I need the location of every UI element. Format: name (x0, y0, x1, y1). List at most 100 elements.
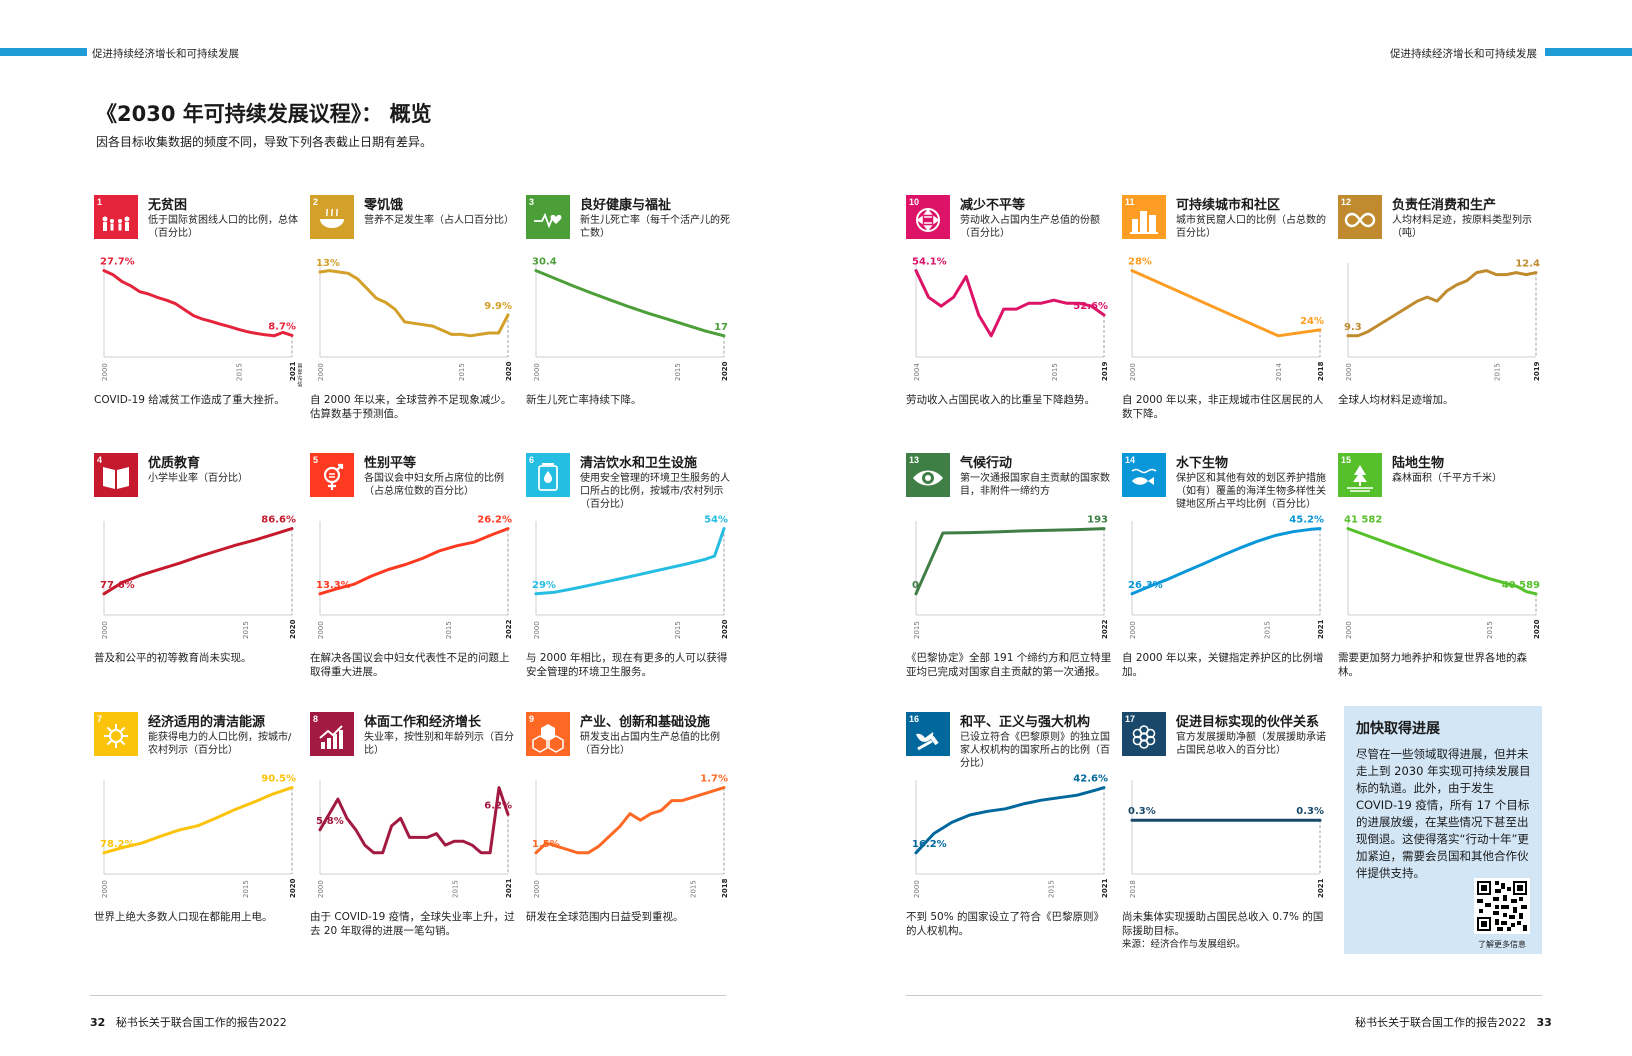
line-chart-goal-17: 0.3% 0.3% 2018 2021 (1128, 780, 1325, 898)
partnership-flower-icon: 17 (1122, 712, 1166, 756)
series-line (1346, 269, 1538, 338)
end-data-label: 42.6% (1073, 774, 1108, 785)
series-line (318, 786, 510, 855)
end-data-label: 45.2% (1289, 515, 1324, 526)
goal-caption: 自 2000 年以来，全球营养不足现象减少。估算数基于预测值。 (310, 393, 516, 421)
goal-indicator-description: 小学毕业率（百分比） (148, 473, 248, 484)
line-chart-goal-8: 5.8% 6.2% 2000 2015 2021 (316, 780, 513, 898)
goal-indicator-description: 失业率，按性别和年龄列示（百分比） (364, 732, 514, 756)
end-data-label: 12.4 (1515, 259, 1540, 270)
x-end-tick-label: 2019 (1533, 361, 1541, 381)
goal-title: 可持续城市和社区 (1176, 198, 1281, 213)
series-line (318, 269, 510, 338)
goal-number: 9 (529, 714, 535, 724)
x-tick-label: 2018 (1129, 880, 1137, 898)
x-tick-label: 2000 (1129, 621, 1137, 639)
x-end-tick-label: 2021 (505, 878, 513, 898)
line-chart-goal-12: 9.3 12.4 2000 2015 2019 (1344, 259, 1541, 381)
end-data-label: 17 (714, 322, 728, 333)
gender-equality-icon: 5 (310, 453, 354, 497)
end-data-label: 52.6% (1073, 301, 1108, 312)
dove-gavel-icon: 16 (906, 712, 950, 756)
x-tick-label: 2015 (235, 363, 243, 381)
goal-title: 促进目标实现的伙伴关系 (1176, 715, 1320, 730)
x-tick-label: 2015 (913, 621, 921, 639)
reduced-inequality-icon: 10 (906, 195, 950, 239)
x-tick-label: 2000 (1345, 621, 1353, 639)
x-tick-label: 2000 (101, 880, 109, 898)
line-chart-goal-4: 77.6% 86.6% 2000 2015 2020 (100, 515, 297, 639)
sun-icon: 7 (94, 712, 138, 756)
series-line (1130, 527, 1322, 596)
running-header-left: 促进持续经济增长和可持续发展 (92, 48, 239, 60)
x-tick-label: 2015 (451, 880, 459, 898)
cube-blocks-icon: 9 (526, 712, 570, 756)
infobox-title: 加快取得进展 (1356, 721, 1440, 737)
end-data-label: 8.7% (268, 321, 296, 332)
series-line (914, 786, 1106, 855)
x-end-tick-label: 2021 (1101, 878, 1109, 898)
line-chart-goal-2: 13% 9.9% 2000 2015 2020 (316, 258, 513, 381)
x-tick-label: 2015 (1051, 363, 1059, 381)
caption-text: 自 2000 年以来，关键指定养护区的比例增加。 (1122, 652, 1324, 678)
goal-title: 负责任消费和生产 (1392, 198, 1497, 213)
series-line (1346, 527, 1538, 596)
goal-indicator-description: 第一次通报国家自主贡献的国家数目，非附件一缔约方 (960, 473, 1110, 497)
goal-caption: 自 2000 年以来，关键指定养护区的比例增加。 (1122, 651, 1328, 679)
goal-title: 清洁饮水和卫生设施 (580, 456, 698, 471)
line-chart-goal-9: 1.5% 1.7% 2000 2015 2018 (532, 774, 729, 898)
footer-rule-right (906, 995, 1542, 996)
x-tick-label: 2015 (242, 880, 250, 898)
end-data-label: 9.9% (484, 301, 512, 312)
goal-number: 13 (909, 455, 920, 465)
x-end-tick-label: 2021 (1317, 878, 1325, 898)
end-data-label: 0.3% (1296, 806, 1324, 817)
line-chart-goal-13: 0 193 2015 2022 (912, 515, 1109, 639)
sdg-panel-3: 3 良好健康与福祉 新生儿死亡率（每千个活产儿的死亡数） 30.4 17 2000 2015… (526, 195, 734, 430)
x-end-tick-label: 2020 (721, 619, 729, 639)
x-tick-label: 2015 (445, 621, 453, 639)
goal-indicator-description: 能获得电力的人口比例，按城市/农村列示（百分比） (148, 732, 292, 756)
goal-number: 6 (529, 455, 535, 465)
x-tick-label: 2000 (101, 363, 109, 381)
start-data-label: 13.3% (316, 580, 351, 591)
line-chart-goal-3: 30.4 17 2000 2015 2020 (532, 257, 729, 381)
sdg-panel-12: 12 负责任消费和生产 人均材料足迹，按原料类型列示（吨） 9.3 12.4 2000 20… (1338, 195, 1546, 430)
series-line (914, 269, 1106, 338)
goal-caption: 在解决各国议会中妇女代表性不足的问题上取得重大进展。 (310, 651, 516, 679)
start-data-label: 16.2% (912, 839, 947, 850)
end-data-label: 40 589 (1502, 580, 1540, 591)
goal-number: 7 (97, 714, 103, 724)
start-data-label: 54.1% (912, 257, 947, 268)
goal-indicator-description: 各国议会中妇女所占席位的比例（占总席位数的百分比） (364, 473, 504, 497)
x-tick-label: 2000 (533, 621, 541, 639)
footer-title-right: 秘书长关于联合国工作的报告2022 (1355, 1016, 1526, 1029)
footer-rule-left (90, 995, 726, 996)
caption-text: 与 2000 年相比，现在有更多的人可以获得安全管理的环境卫生服务。 (526, 652, 728, 678)
goal-title: 水下生物 (1176, 456, 1229, 471)
x-tick-label: 2015 (1047, 880, 1055, 898)
qr-code-icon[interactable] (1474, 878, 1530, 934)
sdg-panel-6: 6 清洁饮水和卫生设施 使用安全管理的环境卫生服务的人口所占的比例，按城市/农村列示… (526, 453, 734, 688)
goal-title: 零饥饿 (364, 198, 404, 213)
goal-caption: 不到 50% 的国家设立了符合《巴黎原则》的人权机构。 (906, 910, 1112, 938)
goal-number: 4 (97, 455, 103, 465)
goal-indicator-description: 新生儿死亡率（每千个活产儿的死亡数） (580, 215, 730, 239)
series-line (102, 786, 294, 855)
people-family-icon: 1 (94, 195, 138, 239)
goal-number: 5 (313, 455, 319, 465)
x-tick-label: 2015 (1486, 621, 1494, 639)
goal-indicator-description: 营养不足发生率（占人口百分比） (364, 215, 514, 226)
start-data-label: 26.3% (1128, 580, 1163, 591)
caption-text: 尚未集体实现援助占国民总收入 0.7% 的国际援助目标。 (1122, 911, 1324, 937)
line-chart-goal-1: 27.7% 8.7% 2000 2015 2021 临近预测 (100, 257, 302, 387)
food-bowl-icon: 2 (310, 195, 354, 239)
goal-title: 经济适用的清洁能源 (148, 715, 266, 730)
goal-title: 气候行动 (960, 456, 1013, 471)
end-data-label: 90.5% (261, 774, 296, 785)
infobox-text: 尽管在一些领域取得进展，但并未走上到 2030 年实现可持续发展目标的轨道。此外… (1356, 747, 1531, 880)
header-bar-left (0, 48, 87, 56)
series-line (102, 527, 294, 596)
sdg-panel-16: 16 和平、正义与强大机构 已设立符合《巴黎原则》的独立国家人权机构的国家所占的比例… (906, 712, 1114, 947)
sdg-panel-7: 7 经济适用的清洁能源 能获得电力的人口比例，按城市/农村列示（百分比） 78.2% 9… (94, 712, 302, 947)
